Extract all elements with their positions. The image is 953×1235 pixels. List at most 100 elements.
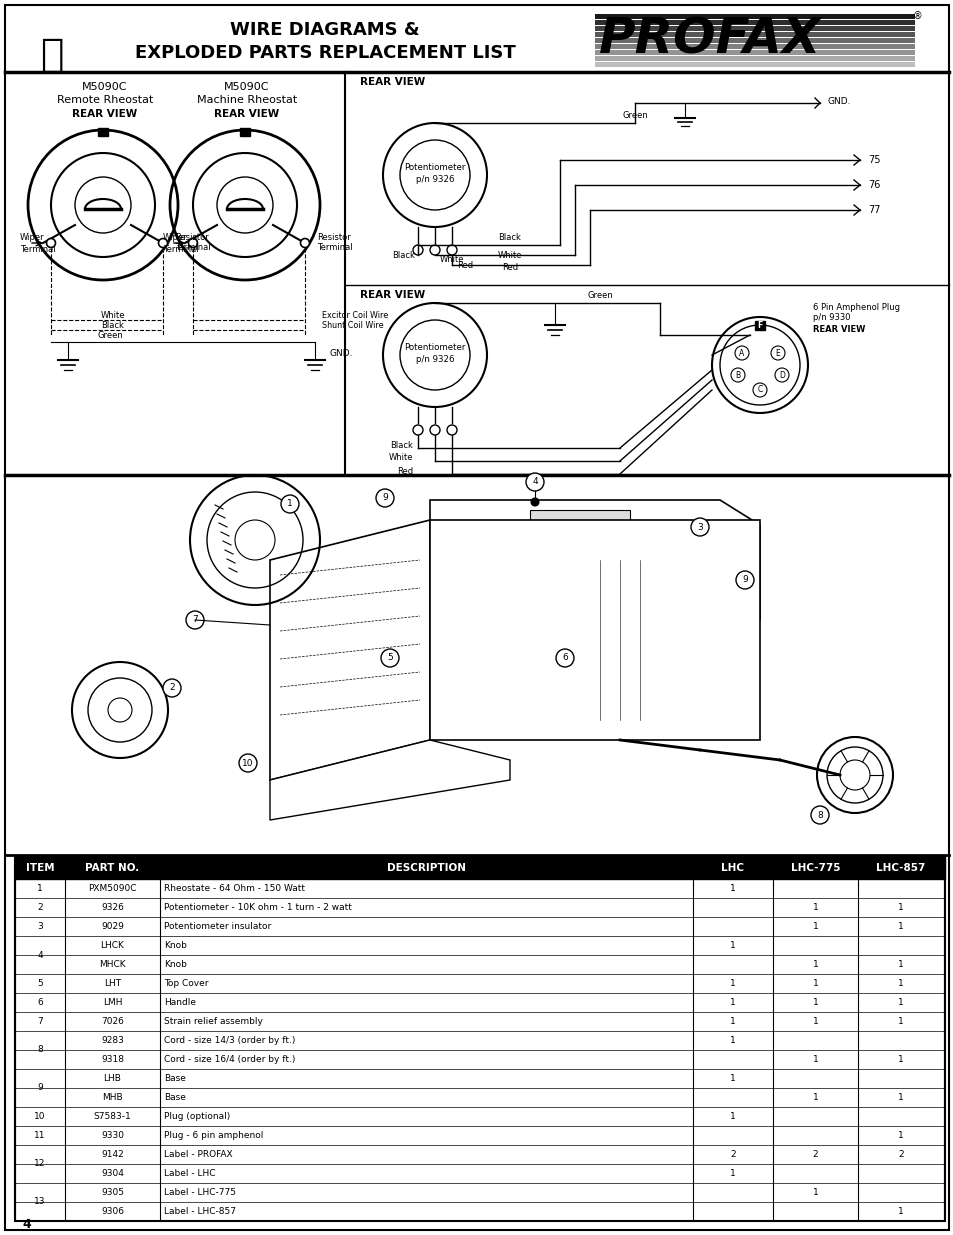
Text: LHT: LHT [104,979,121,988]
Bar [595,62,914,67]
Text: 9029: 9029 [101,923,124,931]
Text: 9326: 9326 [101,903,124,911]
Circle shape [774,368,788,382]
Text: GND.: GND. [330,348,354,357]
Text: 1: 1 [897,960,902,969]
Text: 1: 1 [897,998,902,1007]
Text: Top Cover: Top Cover [164,979,209,988]
Text: Wiper: Wiper [163,233,188,242]
Bar [98,128,108,136]
Text: ®: ® [912,11,922,21]
Circle shape [752,383,766,396]
Text: M5090C: M5090C [82,82,128,91]
Text: 10: 10 [242,758,253,767]
Circle shape [186,611,204,629]
Circle shape [281,495,298,513]
Text: 1: 1 [812,1016,818,1026]
Text: C: C [757,385,761,394]
Text: Red: Red [501,263,517,273]
Text: ITEM: ITEM [26,863,54,873]
Circle shape [556,650,574,667]
Text: 1: 1 [812,1093,818,1102]
Text: Potentiometer - 10K ohm - 1 turn - 2 watt: Potentiometer - 10K ohm - 1 turn - 2 wat… [164,903,352,911]
Text: Plug (optional): Plug (optional) [164,1112,230,1121]
Text: Label - LHC-857: Label - LHC-857 [164,1207,235,1216]
Text: 7: 7 [37,1016,43,1026]
Text: Machine Rheostat: Machine Rheostat [196,95,296,105]
Text: 1: 1 [287,499,293,509]
Text: REAR VIEW: REAR VIEW [214,109,279,119]
Text: WIRE DIAGRAMS &: WIRE DIAGRAMS & [230,21,419,40]
Text: 1: 1 [897,1207,902,1216]
Text: 1: 1 [897,1131,902,1140]
Text: Label - PROFAX: Label - PROFAX [164,1150,233,1158]
Text: 9142: 9142 [101,1150,124,1158]
Text: D: D [779,370,784,379]
Text: 77: 77 [867,205,880,215]
Text: 🦎: 🦎 [40,36,64,74]
Text: LHCK: LHCK [100,941,124,950]
Circle shape [413,245,422,254]
Text: Potentiometer: Potentiometer [404,163,465,173]
Text: Wiper: Wiper [20,233,45,242]
Bar [595,44,914,49]
Circle shape [810,806,828,824]
Bar [15,857,944,1221]
Text: MHCK: MHCK [99,960,126,969]
Text: LHC-857: LHC-857 [876,863,924,873]
Circle shape [734,346,748,359]
Bar [595,32,914,37]
Polygon shape [430,500,760,620]
Circle shape [239,755,256,772]
Text: 1: 1 [897,1093,902,1102]
Text: 9306: 9306 [101,1207,124,1216]
Text: White: White [497,251,521,259]
Text: Strain relief assembly: Strain relief assembly [164,1016,263,1026]
Circle shape [735,571,753,589]
Circle shape [430,245,439,254]
Bar [595,38,914,43]
Text: Potentiometer insulator: Potentiometer insulator [164,923,271,931]
Text: Terminal: Terminal [163,245,198,253]
Text: 1: 1 [729,1074,735,1083]
Text: p/n 9326: p/n 9326 [416,175,454,184]
Text: REAR VIEW: REAR VIEW [72,109,137,119]
Text: 1: 1 [812,998,818,1007]
Text: EXPLODED PARTS REPLACEMENT LIST: EXPLODED PARTS REPLACEMENT LIST [134,44,515,62]
Text: MHB: MHB [102,1093,123,1102]
Text: LHB: LHB [104,1074,121,1083]
Circle shape [430,425,439,435]
Text: Cord - size 14/3 (order by ft.): Cord - size 14/3 (order by ft.) [164,1036,295,1045]
Text: 2: 2 [897,1150,902,1158]
Text: Shunt Coil Wire: Shunt Coil Wire [322,321,383,330]
Circle shape [525,473,543,492]
Text: 1: 1 [37,884,43,893]
Circle shape [163,679,181,697]
Text: 75: 75 [867,156,880,165]
Text: Excitor Coil Wire: Excitor Coil Wire [322,310,388,320]
Text: Knob: Knob [164,941,187,950]
Text: 6: 6 [37,998,43,1007]
Text: S7583-1: S7583-1 [93,1112,132,1121]
Text: 76: 76 [867,180,880,190]
Text: 1: 1 [812,979,818,988]
Text: 2: 2 [729,1150,735,1158]
Text: 1: 1 [812,1188,818,1197]
Text: 9304: 9304 [101,1170,124,1178]
Text: 9: 9 [382,494,388,503]
Text: 1: 1 [897,1055,902,1065]
Text: p/n 9326: p/n 9326 [416,356,454,364]
Text: White: White [388,453,413,462]
Text: Terminal: Terminal [20,245,55,253]
Text: 13: 13 [34,1198,46,1207]
Text: REAR VIEW: REAR VIEW [359,290,425,300]
Polygon shape [270,740,510,820]
Text: Knob: Knob [164,960,187,969]
Text: 1: 1 [729,998,735,1007]
Text: 9: 9 [37,1083,43,1093]
Text: PXM5090C: PXM5090C [89,884,136,893]
Circle shape [380,650,398,667]
Bar [595,20,914,25]
Text: 10: 10 [34,1112,46,1121]
Text: 9330: 9330 [101,1131,124,1140]
